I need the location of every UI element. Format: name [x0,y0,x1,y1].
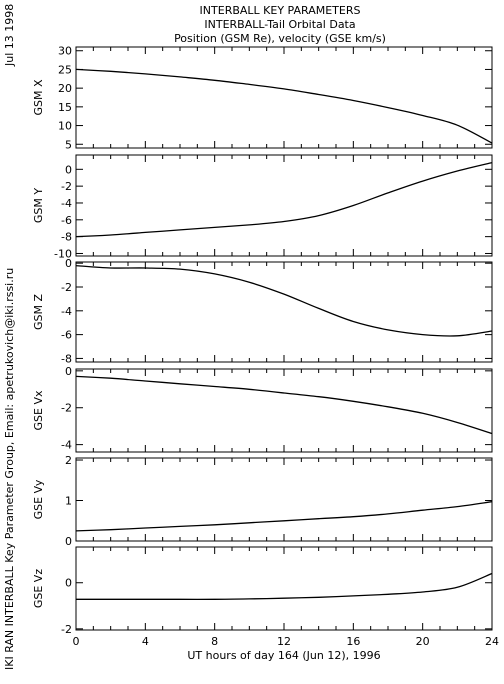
y-tick-label: 30 [58,45,72,58]
y-tick-label: 5 [65,138,72,151]
title-line-2: INTERBALL-Tail Orbital Data [204,18,356,31]
y-tick-label: 10 [58,120,72,133]
x-tick-label: 16 [346,635,360,648]
y-tick-label: -6 [61,329,72,342]
y-axis-label: GSE Vx [32,390,45,430]
series-line [75,68,493,144]
y-tick-label: 0 [65,257,72,270]
x-tick-label: 20 [416,635,430,648]
y-tick-label: -2 [61,623,72,636]
y-tick-label: -8 [61,352,72,365]
y-tick-label: 0 [65,535,72,548]
panel-frame [75,368,493,453]
x-tick-label: 24 [485,635,499,648]
y-tick-label: 0 [65,365,72,378]
y-axis-label: GSM Z [32,294,45,330]
x-tick-label: 0 [73,635,80,648]
y-tick-label: -4 [61,305,72,318]
y-axis-label: GSM X [32,79,45,115]
x-axis-label: UT hours of day 164 (Jun 12), 1996 [187,649,380,662]
y-tick-label: -4 [61,439,72,452]
x-tick-label: 12 [277,635,291,648]
y-axis-label: GSE Vz [32,569,45,608]
series-line [75,375,493,435]
panel-frame [75,261,493,363]
series-line [75,264,493,337]
y-axis-label: GSE Vy [32,479,45,519]
series-line [75,161,493,238]
y-tick-label: -4 [61,197,72,210]
panel-frame [75,154,493,257]
y-axis-label: GSM Y [32,188,45,223]
y-tick-label: -2 [61,281,72,294]
y-tick-label: -2 [61,402,72,415]
y-tick-label: -8 [61,231,72,244]
series-line [75,501,493,532]
panel-frame [75,46,493,149]
x-tick-label: 4 [142,635,149,648]
series-line [76,572,493,600]
y-tick-label: -6 [61,214,72,227]
y-tick-label: 0 [65,577,72,590]
y-tick-label: 20 [58,82,72,95]
y-tick-label: 15 [58,101,72,114]
panel-frame [75,546,493,631]
y-tick-label: -2 [61,180,72,193]
y-tick-label: 0 [65,163,72,176]
y-tick-label: 25 [58,63,72,76]
y-tick-label: -10 [54,247,72,260]
title-line-3: Position (GSM Re), velocity (GSE km/s) [174,32,386,45]
title-line-1: INTERBALL KEY PARAMETERS [199,4,361,17]
x-tick-label: 8 [211,635,218,648]
y-tick-label: 2 [65,454,72,467]
y-tick-label: 1 [65,495,72,508]
